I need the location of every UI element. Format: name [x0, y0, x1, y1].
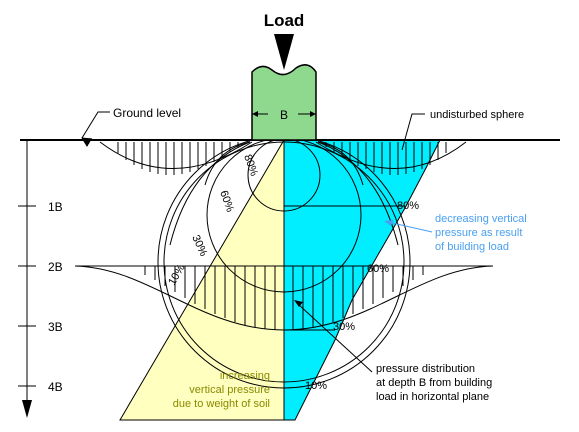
- svg-text:load in horizontal plane: load in horizontal plane: [376, 391, 489, 403]
- undisturbed-sphere-label: undisturbed sphere: [430, 109, 524, 121]
- surface-pressure-left: [99, 141, 253, 175]
- decreasing-pressure-note: decreasing vertical pressure as result o…: [384, 213, 527, 253]
- side-stress-arcs: [169, 141, 399, 246]
- svg-text:increasing: increasing: [220, 370, 270, 382]
- bulb-label-80: 80%: [241, 153, 260, 178]
- footing-width-label: B: [280, 108, 288, 122]
- depth-arrow-icon: [22, 400, 32, 418]
- bulb-label-60: 60%: [217, 189, 236, 214]
- ground-level-label: Ground level: [113, 106, 181, 120]
- load-title: Load: [264, 11, 305, 30]
- svg-text:vertical pressure: vertical pressure: [189, 384, 270, 396]
- ground-leader: [81, 111, 110, 147]
- right-label-10: 10%: [305, 380, 327, 392]
- pressure-distribution-note: pressure distribution at depth B from bu…: [294, 300, 492, 403]
- svg-text:of building load: of building load: [435, 241, 509, 253]
- depth-label-4b: 4B: [48, 380, 63, 394]
- svg-text:pressure distribution: pressure distribution: [376, 363, 475, 375]
- svg-text:at depth B from building: at depth B from building: [376, 377, 492, 389]
- increasing-pressure-note: increasing vertical pressure due to weig…: [173, 370, 270, 410]
- right-label-80: 80%: [397, 200, 419, 212]
- svg-text:pressure as result: pressure as result: [435, 227, 522, 239]
- load-arrow-icon: [274, 34, 294, 70]
- svg-text:due to weight of soil: due to weight of soil: [173, 398, 270, 410]
- surface-pressure-right: [315, 141, 467, 175]
- right-label-60: 60%: [367, 263, 389, 275]
- building-load-region: [283, 139, 441, 421]
- svg-text:decreasing vertical: decreasing vertical: [435, 213, 527, 225]
- bulb-label-30: 30%: [189, 233, 209, 258]
- sphere-leader: [401, 113, 425, 151]
- depth-axis: [18, 140, 36, 405]
- depth-label-2b: 2B: [48, 260, 63, 274]
- depth-label-1b: 1B: [48, 200, 63, 214]
- depth-label-3b: 3B: [48, 320, 63, 334]
- right-label-30: 30%: [333, 321, 355, 333]
- footing-column: [251, 64, 317, 141]
